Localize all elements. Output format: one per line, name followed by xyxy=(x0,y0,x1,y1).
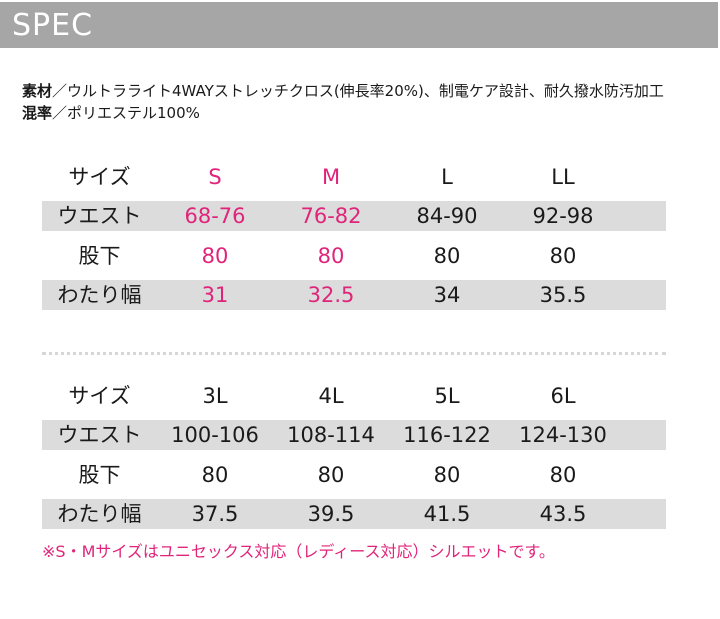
size-5l: 5L xyxy=(434,384,460,408)
inseam-row: 股下 80 80 80 80 xyxy=(42,460,666,490)
thigh-s: 31 xyxy=(201,283,229,307)
waist-l: 84-90 xyxy=(416,204,478,228)
thigh-5l: 41.5 xyxy=(423,502,471,526)
row-label-size: サイズ xyxy=(68,165,131,189)
blend-key: 混率 xyxy=(22,104,53,122)
blend-value: ／ポリエステル100% xyxy=(52,104,200,122)
spec-description: 素材／ウルトラライト4WAYストレッチクロス(伸長率20%)、制電ケア設計、耐久… xyxy=(22,80,712,124)
row-label-inseam: 股下 xyxy=(78,463,121,487)
thigh-ll: 35.5 xyxy=(539,283,587,307)
material-value: ／ウルトラライト4WAYストレッチクロス(伸長率20%)、制電ケア設計、耐久撥水… xyxy=(52,82,664,100)
inseam-l: 80 xyxy=(433,244,461,268)
material-key: 素材 xyxy=(22,82,53,100)
inseam-m: 80 xyxy=(317,244,345,268)
size-m: M xyxy=(321,165,341,189)
inseam-4l: 80 xyxy=(317,463,345,487)
waist-ll: 92-98 xyxy=(532,204,594,228)
size-3l: 3L xyxy=(202,384,228,408)
thigh-3l: 37.5 xyxy=(191,502,239,526)
row-label-thigh: わたり幅 xyxy=(57,502,142,526)
size-row: サイズ S M L LL xyxy=(42,162,666,192)
row-label-inseam: 股下 xyxy=(78,244,121,268)
row-label-waist: ウエスト xyxy=(57,204,142,228)
waist-row: ウエスト 100-106 108-114 116-122 124-130 xyxy=(42,420,666,450)
inseam-5l: 80 xyxy=(433,463,461,487)
spec-title: SPEC xyxy=(12,8,94,43)
thigh-row: わたり幅 31 32.5 34 35.5 xyxy=(42,280,666,310)
waist-s: 68-76 xyxy=(184,204,246,228)
size-l: L xyxy=(441,165,453,189)
thigh-m: 32.5 xyxy=(307,283,355,307)
unisex-note: ※S・Mサイズはユニセックス対応（レディース対応）シルエットです。 xyxy=(42,542,555,561)
inseam-s: 80 xyxy=(201,244,229,268)
section-divider xyxy=(42,352,666,355)
blend-line: 混率／ポリエステル100% xyxy=(22,102,712,124)
waist-5l: 116-122 xyxy=(403,423,491,447)
size-4l: 4L xyxy=(318,384,344,408)
spec-header-bar: SPEC xyxy=(0,2,718,48)
thigh-4l: 39.5 xyxy=(307,502,355,526)
size-row: サイズ 3L 4L 5L 6L xyxy=(42,381,666,411)
inseam-6l: 80 xyxy=(549,463,577,487)
size-ll: LL xyxy=(551,165,575,189)
waist-4l: 108-114 xyxy=(287,423,375,447)
waist-m: 76-82 xyxy=(300,204,362,228)
thigh-l: 34 xyxy=(433,283,461,307)
row-label-thigh: わたり幅 xyxy=(57,283,142,307)
waist-row: ウエスト 68-76 76-82 84-90 92-98 xyxy=(42,201,666,231)
thigh-6l: 43.5 xyxy=(539,502,587,526)
material-line: 素材／ウルトラライト4WAYストレッチクロス(伸長率20%)、制電ケア設計、耐久… xyxy=(22,80,712,102)
inseam-ll: 80 xyxy=(549,244,577,268)
waist-3l: 100-106 xyxy=(171,423,259,447)
row-label-size: サイズ xyxy=(68,384,131,408)
inseam-3l: 80 xyxy=(201,463,229,487)
size-s: S xyxy=(208,165,222,189)
waist-6l: 124-130 xyxy=(519,423,607,447)
row-label-waist: ウエスト xyxy=(57,423,142,447)
thigh-row: わたり幅 37.5 39.5 41.5 43.5 xyxy=(42,499,666,529)
size-6l: 6L xyxy=(550,384,576,408)
inseam-row: 股下 80 80 80 80 xyxy=(42,241,666,271)
